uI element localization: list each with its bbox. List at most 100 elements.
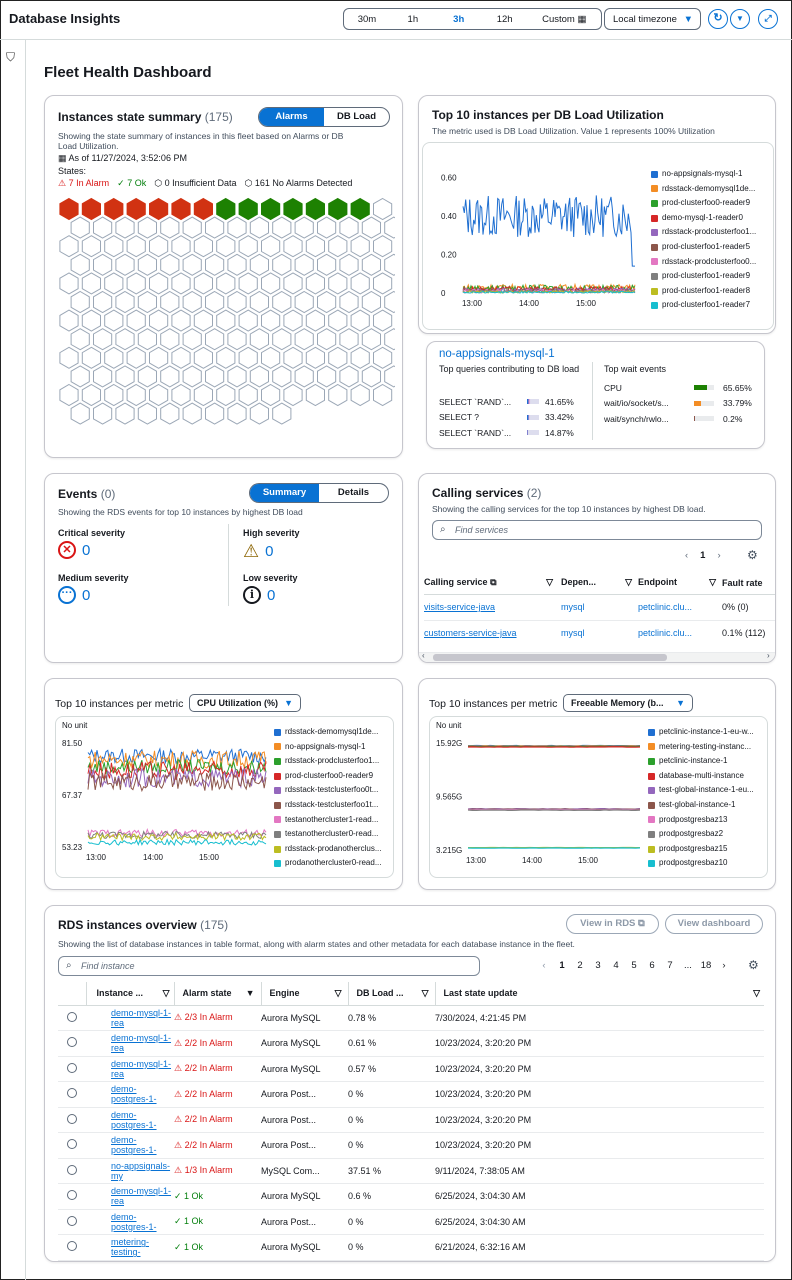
hex-no-alarm[interactable] (94, 403, 112, 424)
hex-no-alarm[interactable] (228, 329, 246, 350)
page-number[interactable]: 7 (661, 960, 679, 971)
service-link[interactable]: visits-service-java (424, 602, 495, 612)
critical-count[interactable]: 0 (82, 542, 90, 559)
hex-no-alarm[interactable] (161, 217, 179, 238)
legend-item[interactable]: rdsstack-demomysql1de... (651, 182, 756, 197)
hex-no-alarm[interactable] (71, 366, 89, 387)
query-row[interactable]: SELECT `RAND`... 41.65% (439, 394, 589, 410)
timezone-select[interactable]: Local timezone ▼ (604, 8, 701, 30)
hex-no-alarm[interactable] (161, 329, 179, 350)
hex-no-alarm[interactable] (82, 273, 100, 294)
hex-no-alarm[interactable] (127, 236, 145, 257)
hex-no-alarm[interactable] (295, 329, 313, 350)
hex-no-alarm[interactable] (250, 292, 268, 313)
hex-no-alarm[interactable] (295, 366, 313, 387)
legend-item[interactable]: petclinic-instance-1 (648, 754, 754, 769)
hex-no-alarm[interactable] (116, 292, 134, 313)
hex-no-alarm[interactable] (385, 366, 395, 387)
legend-item[interactable]: rdsstack-prodclusterfoo1... (651, 225, 756, 240)
hex-no-alarm[interactable] (161, 254, 179, 275)
hex-no-alarm[interactable] (385, 217, 395, 238)
hex-no-alarm[interactable] (172, 385, 190, 406)
hex-no-alarm[interactable] (105, 310, 123, 331)
hex-in-alarm[interactable] (82, 199, 100, 220)
hex-no-alarm[interactable] (82, 236, 100, 257)
hex-no-alarm[interactable] (374, 385, 392, 406)
hex-no-alarm[interactable] (295, 217, 313, 238)
col-last-update[interactable]: Last state update ▽ (435, 982, 764, 1005)
dependency-cell[interactable]: mysql (561, 620, 638, 646)
hex-no-alarm[interactable] (362, 366, 380, 387)
hex-no-alarm[interactable] (183, 254, 201, 275)
refresh-options-button[interactable]: ▼ (730, 9, 750, 29)
hex-in-alarm[interactable] (194, 199, 212, 220)
hex-no-alarm[interactable] (94, 254, 112, 275)
col-calling-service[interactable]: Calling service ⧉ ▽ (424, 572, 561, 594)
query-row[interactable]: SELECT `RAND`... 14.87% (439, 425, 589, 441)
time-30m[interactable]: 30m (344, 14, 390, 25)
instance-link[interactable]: demo-mysql-1-rea (111, 1008, 171, 1028)
memory-metric-select[interactable]: Freeable Memory (b... ▼ (563, 694, 693, 712)
hex-no-alarm[interactable] (250, 254, 268, 275)
col-engine[interactable]: Engine ▽ (261, 982, 348, 1005)
hex-no-alarm[interactable] (351, 310, 369, 331)
hex-no-alarm[interactable] (351, 236, 369, 257)
legend-item[interactable]: prod-clusterfoo0-reader9 (274, 769, 382, 784)
hex-no-alarm[interactable] (362, 292, 380, 313)
hex-no-alarm[interactable] (239, 273, 257, 294)
hex-no-alarm[interactable] (60, 310, 78, 331)
legend-item[interactable]: no-appsignals-mysql-1 (274, 740, 382, 755)
legend-item[interactable]: testanothercluster1-read... (274, 813, 382, 828)
toggle-details[interactable]: Details (319, 484, 388, 502)
hex-no-alarm[interactable] (60, 273, 78, 294)
hex-no-alarm[interactable] (362, 254, 380, 275)
legend-item[interactable]: rdsstack-demomysql1de... (274, 725, 382, 740)
legend-item[interactable]: prodpostgresbaz10 (648, 856, 754, 871)
row-radio[interactable] (67, 1241, 77, 1251)
service-link[interactable]: customers-service-java (424, 628, 517, 638)
page-number[interactable]: 5 (625, 960, 643, 971)
hex-no-alarm[interactable] (150, 385, 168, 406)
hex-no-alarm[interactable] (127, 385, 145, 406)
medium-count[interactable]: 0 (82, 587, 90, 604)
hex-no-alarm[interactable] (262, 273, 280, 294)
hex-no-alarm[interactable] (374, 310, 392, 331)
filter-icon[interactable]: ⛉ (6, 50, 15, 65)
hex-no-alarm[interactable] (239, 385, 257, 406)
hex-no-alarm[interactable] (239, 310, 257, 331)
high-count[interactable]: 0 (265, 543, 273, 560)
hex-no-alarm[interactable] (250, 217, 268, 238)
col-alarm-state[interactable]: Alarm state ▼ (174, 982, 261, 1005)
hex-no-alarm[interactable] (172, 273, 190, 294)
hex-no-alarm[interactable] (340, 329, 358, 350)
legend-item[interactable]: testanothercluster0-read... (274, 827, 382, 842)
hex-no-alarm[interactable] (217, 273, 235, 294)
view-in-rds-button[interactable]: View in RDS ⧉ (566, 914, 659, 934)
row-radio[interactable] (67, 1190, 77, 1200)
refresh-button[interactable]: ↻ (708, 9, 728, 29)
hex-no-alarm[interactable] (239, 236, 257, 257)
page-number[interactable]: 18 (697, 960, 715, 971)
page-number[interactable]: 4 (607, 960, 625, 971)
hex-no-alarm[interactable] (329, 273, 347, 294)
hex-ok[interactable] (306, 199, 324, 220)
hex-no-alarm[interactable] (273, 254, 291, 275)
hex-no-alarm[interactable] (295, 254, 313, 275)
hex-no-alarm[interactable] (340, 366, 358, 387)
hex-no-alarm[interactable] (362, 329, 380, 350)
instance-link[interactable]: metering-testing- (111, 1237, 149, 1257)
view-dashboard-button[interactable]: View dashboard (665, 914, 763, 934)
hex-ok[interactable] (262, 199, 280, 220)
hex-no-alarm[interactable] (161, 366, 179, 387)
time-1h[interactable]: 1h (390, 14, 436, 25)
instance-detail-name[interactable]: no-appsignals-mysql-1 (439, 348, 555, 360)
hex-no-alarm[interactable] (273, 329, 291, 350)
hex-no-alarm[interactable] (105, 347, 123, 368)
hex-no-alarm[interactable] (127, 347, 145, 368)
hex-no-alarm[interactable] (82, 347, 100, 368)
hex-no-alarm[interactable] (105, 273, 123, 294)
hex-no-alarm[interactable] (306, 273, 324, 294)
legend-item[interactable]: prod-clusterfoo1-reader5 (651, 240, 756, 255)
hex-no-alarm[interactable] (183, 403, 201, 424)
hex-no-alarm[interactable] (306, 310, 324, 331)
